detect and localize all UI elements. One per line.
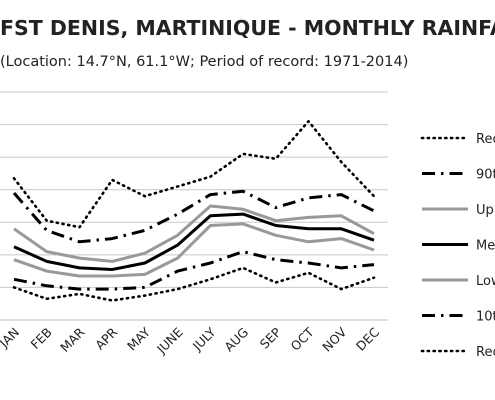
legend-item: Me — [422, 239, 495, 254]
series-5 — [13, 250, 375, 291]
legend: Rec 90t Up Me Low 10t Rec — [420, 132, 495, 360]
x-tick-label: MAY — [124, 324, 153, 353]
legend-item: Rec — [420, 132, 495, 147]
series-6 — [12, 266, 376, 302]
legend-label: 10t — [476, 310, 495, 325]
series-1 — [12, 189, 375, 244]
x-tick-label: NOV — [319, 324, 349, 354]
series-line — [13, 204, 375, 263]
legend-label: Rec — [476, 345, 495, 360]
legend-label: Up — [476, 203, 494, 218]
grid-lines — [0, 91, 388, 321]
legend-label: Rec — [476, 132, 495, 147]
series-line — [13, 212, 375, 271]
legend-item: 10t — [422, 310, 495, 325]
x-tick-label: OCT — [288, 324, 317, 353]
legend-label: Low — [476, 274, 495, 289]
legend-label: Me — [476, 239, 495, 254]
series-layer — [12, 120, 376, 302]
legend-item: Low — [422, 274, 495, 289]
x-tick-label: JAN — [0, 325, 22, 351]
x-tick-label: JUNE — [153, 324, 186, 357]
x-axis-ticks: JAN FEB MAR APR MAY JUNE JULY AUG SEP OCT NOV DEC — [0, 324, 382, 357]
x-tick-label: JULY — [189, 324, 219, 354]
legend-label: 90t — [476, 168, 495, 183]
series-line — [13, 222, 375, 278]
x-tick-label: AUG — [221, 325, 251, 355]
x-tick-label: DEC — [353, 324, 382, 353]
series-3 — [13, 212, 375, 271]
series-line — [12, 266, 376, 302]
chart-title: FST DENIS, MARTINIQUE - MONTHLY RAINFALL — [0, 16, 495, 40]
x-tick-label: MAR — [57, 324, 88, 355]
series-0 — [12, 120, 376, 229]
legend-item: 90t — [422, 168, 495, 183]
series-2 — [13, 204, 375, 263]
series-line — [12, 189, 375, 244]
x-tick-label: FEB — [28, 325, 55, 352]
series-line — [12, 120, 376, 229]
x-tick-label: APR — [92, 324, 120, 352]
legend-item: Up — [422, 203, 494, 218]
series-4 — [13, 222, 375, 278]
legend-item: Rec — [420, 345, 495, 360]
x-tick-label: SEP — [257, 324, 284, 351]
chart-subtitle: (Location: 14.7°N, 61.1°W; Period of rec… — [0, 54, 408, 70]
series-line — [13, 250, 375, 291]
